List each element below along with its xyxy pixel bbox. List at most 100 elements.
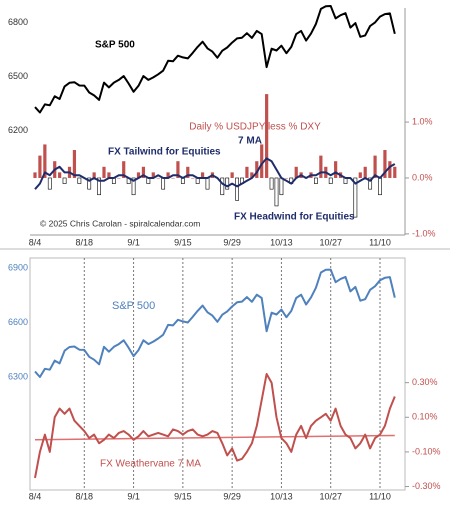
x-tick-label: 8/4 <box>29 491 42 501</box>
bar <box>388 161 392 178</box>
x-tick-label: 11/10 <box>369 237 391 247</box>
bar <box>38 155 42 178</box>
bar <box>131 177 136 196</box>
bar <box>186 166 190 178</box>
bar <box>107 172 111 178</box>
plot-frame <box>29 257 406 491</box>
bar <box>279 177 284 196</box>
top-panel: 6200 6500 6800 -1.0% 0.0% 1.0% 8/4 8/18 9/1 9/15 9… <box>8 5 436 247</box>
bar <box>294 166 298 178</box>
x-tick-label: 8/4 <box>29 237 42 247</box>
bar <box>77 177 82 184</box>
x-tick-label: 9/15 <box>174 491 192 501</box>
bar <box>328 177 333 184</box>
y-tick-label: 6200 <box>8 125 28 135</box>
y2-tick-label: -0.30% <box>412 481 441 491</box>
y2-tick-label: 0.10% <box>412 412 438 422</box>
bar <box>97 177 101 196</box>
bar <box>191 177 195 179</box>
bar <box>314 177 318 184</box>
reference-line <box>34 434 395 441</box>
y2-tick-label: 0.0% <box>412 172 433 182</box>
bottom-panel: 6300 6600 6900 -0.30% -0.10% 0.10% 0.30% 8/4 8/1… <box>8 258 441 501</box>
bar <box>255 161 259 178</box>
bar <box>225 177 230 190</box>
bar <box>269 177 274 190</box>
x-tick-label: 10/27 <box>319 237 342 247</box>
y-tick-label: 6800 <box>8 17 28 27</box>
bar <box>43 144 47 178</box>
bar <box>230 172 234 178</box>
x-tick-label: 11/10 <box>369 491 391 501</box>
bar <box>358 172 362 178</box>
bar <box>368 177 373 190</box>
annotation: FX Weathervane 7 MA <box>100 459 201 470</box>
x-tick-label: 9/1 <box>127 237 140 247</box>
x-tick-label: 9/1 <box>127 491 140 501</box>
annotation: S&P 500 <box>95 40 135 51</box>
bar <box>47 177 52 190</box>
bar <box>151 172 155 178</box>
bar <box>92 172 96 178</box>
x-tick-label: 9/29 <box>223 237 241 247</box>
bar <box>383 150 387 178</box>
annotation: © 2025 Chris Carolan - spiralcalendar.co… <box>40 218 200 228</box>
bar <box>117 177 121 179</box>
bar <box>274 177 279 207</box>
bar <box>284 177 288 179</box>
bar <box>353 177 358 218</box>
x-tick-label: 10/13 <box>270 237 293 247</box>
bar <box>176 161 180 178</box>
y2-tick-label: -1.0% <box>412 228 436 238</box>
bar <box>171 177 175 179</box>
annotation: S&P 500 <box>112 300 155 312</box>
bar <box>319 155 323 178</box>
bar <box>334 161 338 178</box>
line <box>34 5 396 114</box>
bar <box>156 177 160 179</box>
bar <box>378 177 382 196</box>
x-tick-label: 8/18 <box>76 491 94 501</box>
y2-tick-label: 1.0% <box>412 116 433 126</box>
bar <box>235 177 239 201</box>
y-tick-label: 6500 <box>8 71 28 81</box>
y2-tick-label: 0.30% <box>412 377 438 387</box>
bar <box>141 166 146 178</box>
y-tick-label: 6900 <box>8 262 28 272</box>
bar <box>58 172 62 178</box>
line <box>34 268 396 378</box>
bar <box>250 172 254 178</box>
y-tick-label: 6600 <box>8 317 28 327</box>
line <box>34 157 396 190</box>
bar <box>393 166 397 178</box>
bar <box>260 144 264 178</box>
bar <box>136 172 141 178</box>
bar <box>161 177 166 190</box>
y2-tick-label: -0.10% <box>412 446 441 456</box>
y-tick-label: 6300 <box>8 371 28 381</box>
bar <box>200 172 205 178</box>
bar <box>245 166 249 178</box>
bar <box>62 177 67 184</box>
bar <box>220 177 225 196</box>
bar <box>102 166 106 178</box>
bar <box>373 155 377 178</box>
bar <box>265 94 269 178</box>
line <box>34 373 396 479</box>
x-tick-label: 9/29 <box>223 491 241 501</box>
annotation: 7 MA <box>238 136 262 147</box>
bar <box>166 172 170 178</box>
x-tick-label: 10/27 <box>319 491 342 501</box>
bar <box>72 150 77 178</box>
bar <box>87 177 92 190</box>
annotation: Daily % USDJPY less % DXY <box>189 122 321 133</box>
bar <box>33 172 37 178</box>
bar <box>205 177 210 190</box>
bar <box>363 166 367 178</box>
x-tick-label: 10/13 <box>270 491 293 501</box>
annotation: FX Tailwind for Equities <box>108 147 221 158</box>
bar <box>122 161 126 178</box>
x-tick-label: 8/18 <box>76 237 94 247</box>
annotation: FX Headwind for Equities <box>234 212 355 223</box>
